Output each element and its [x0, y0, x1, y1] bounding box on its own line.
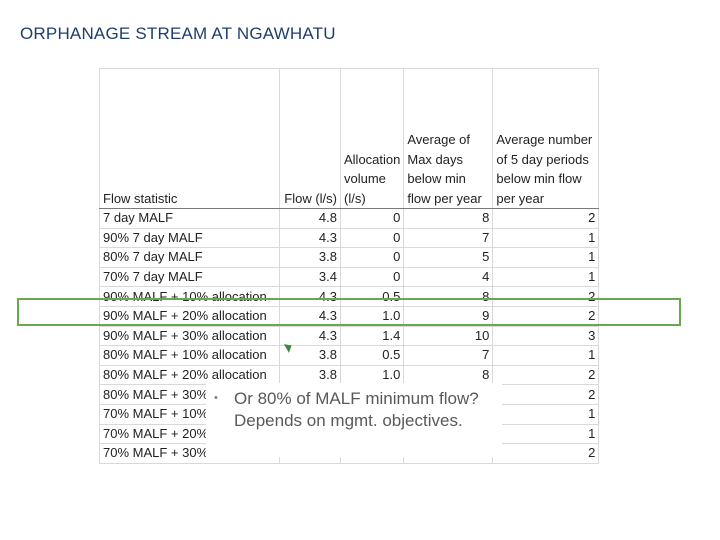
header-flow: Flow (l/s)	[279, 68, 341, 209]
note-text: Or 80% of MALF minimum flow? Depends on …	[234, 389, 479, 430]
value-cell: 8	[403, 364, 494, 386]
table-row: 70% 7 day MALF 3.4 0 4 1	[99, 266, 600, 288]
value-cell: 1	[492, 247, 600, 268]
value-cell: 1.0	[339, 364, 405, 386]
header-avg-max-days: Average of Max days below min flow per y…	[403, 68, 494, 209]
value-cell: 0	[339, 227, 405, 249]
flow-statistic-cell: 90% MALF + 30% allocation	[99, 325, 280, 347]
note-callout: • Or 80% of MALF minimum flow? Depends o…	[206, 383, 502, 457]
flow-statistic-cell: 80% 7 day MALF	[99, 247, 280, 268]
value-cell: 1	[492, 227, 600, 249]
table-row: 80% MALF + 20% allocation 3.8 1.0 8 2	[99, 364, 600, 386]
value-cell: 7	[403, 227, 494, 249]
value-cell: 0	[339, 208, 405, 229]
value-cell: 3.8	[279, 247, 341, 268]
table-row: 80% 7 day MALF 3.8 0 5 1	[99, 247, 600, 268]
table-row: 90% MALF + 30% allocation 4.3 1.4 10 3	[99, 325, 600, 347]
value-cell: 10	[403, 325, 494, 347]
value-cell: 0	[339, 247, 405, 268]
flow-statistic-cell: 70% 7 day MALF	[99, 266, 280, 288]
value-cell: 2	[492, 364, 600, 386]
flow-statistic-cell: 80% MALF + 10% allocation	[99, 345, 280, 366]
highlight-box	[17, 298, 681, 326]
table-header-row: Flow statistic Flow (l/s) Allocation vol…	[99, 68, 600, 209]
value-cell: 1	[492, 423, 600, 445]
value-cell: 4.3	[279, 325, 341, 347]
table-row: 90% MALF + 10% allocation 4.3 0.5 8 2	[99, 286, 600, 307]
flow-statistic-cell: 7 day MALF	[99, 208, 280, 229]
value-cell: 0	[339, 266, 405, 288]
header-avg-5-day-periods: Average number of 5 day periods below mi…	[492, 68, 600, 209]
slide-title: ORPHANAGE STREAM AT NGAWHATU	[20, 24, 336, 43]
bullet-icon: •	[214, 392, 218, 404]
header-allocation-volume: Allocation volume (l/s)	[339, 68, 405, 209]
table-row: 90% 7 day MALF 4.3 0 7 1	[99, 227, 600, 249]
value-cell: 3	[492, 325, 600, 347]
table-row: 7 day MALF 4.8 0 8 2	[99, 208, 600, 229]
value-cell: 1	[492, 403, 600, 425]
value-cell: 1	[492, 345, 600, 366]
value-cell: 5	[403, 247, 494, 268]
value-cell: 2	[492, 443, 600, 464]
value-cell: 1	[492, 266, 600, 288]
table-row: 80% MALF + 10% allocation 3.8 0.5 7 1	[99, 345, 600, 366]
value-cell: 2	[492, 384, 600, 405]
value-cell: 4	[403, 266, 494, 288]
header-flow-statistic: Flow statistic	[99, 68, 280, 209]
value-cell: 0.5	[339, 345, 405, 366]
value-cell: 4.8	[279, 208, 341, 229]
value-cell: 8	[403, 208, 494, 229]
flow-statistic-cell: 90% 7 day MALF	[99, 227, 280, 249]
value-cell: 2	[492, 208, 600, 229]
value-cell: 3.4	[279, 266, 341, 288]
flow-statistic-cell: 80% MALF + 20% allocation	[99, 364, 280, 386]
value-cell: 4.3	[279, 227, 341, 249]
value-cell: 7	[403, 345, 494, 366]
value-cell: 3.8	[279, 364, 341, 386]
value-cell: 1.4	[339, 325, 405, 347]
